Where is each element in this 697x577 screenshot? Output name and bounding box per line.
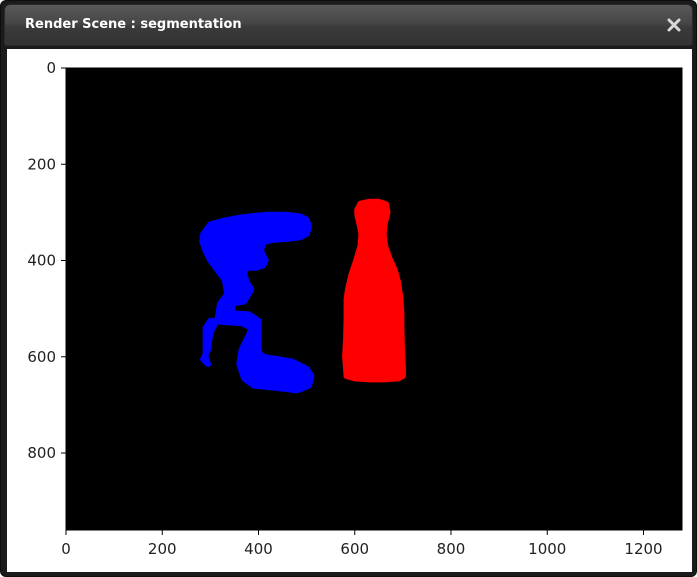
- x-tick-label: 800: [437, 540, 466, 558]
- y-tick-label: 400: [27, 252, 56, 270]
- x-tick-label: 400: [244, 540, 273, 558]
- x-tick-label: 1200: [624, 540, 662, 558]
- x-tick-label: 600: [340, 540, 369, 558]
- y-tick-label: 200: [27, 155, 56, 173]
- segment-mask-0: [199, 211, 315, 394]
- y-tick-label: 800: [27, 444, 56, 462]
- x-tick-label: 200: [148, 540, 177, 558]
- window-title: Render Scene : segmentation: [25, 17, 242, 32]
- window-titlebar[interactable]: Render Scene : segmentation: [4, 4, 693, 46]
- x-tick-label: 1000: [528, 540, 566, 558]
- close-x-icon[interactable]: [664, 15, 684, 35]
- axes-frame: [65, 67, 683, 531]
- segment-mask-1: [342, 198, 406, 383]
- segmentation-plot: 0 200 400 600 800 1000 1200 0 200 400 600 800: [27, 59, 683, 558]
- y-tick-label: 0: [46, 59, 56, 77]
- y-tick-label: 600: [27, 348, 56, 366]
- x-tick-label: 0: [61, 540, 71, 558]
- plot-content-area: 0 200 400 600 800 1000 1200 0 200 400 600 800: [7, 49, 692, 572]
